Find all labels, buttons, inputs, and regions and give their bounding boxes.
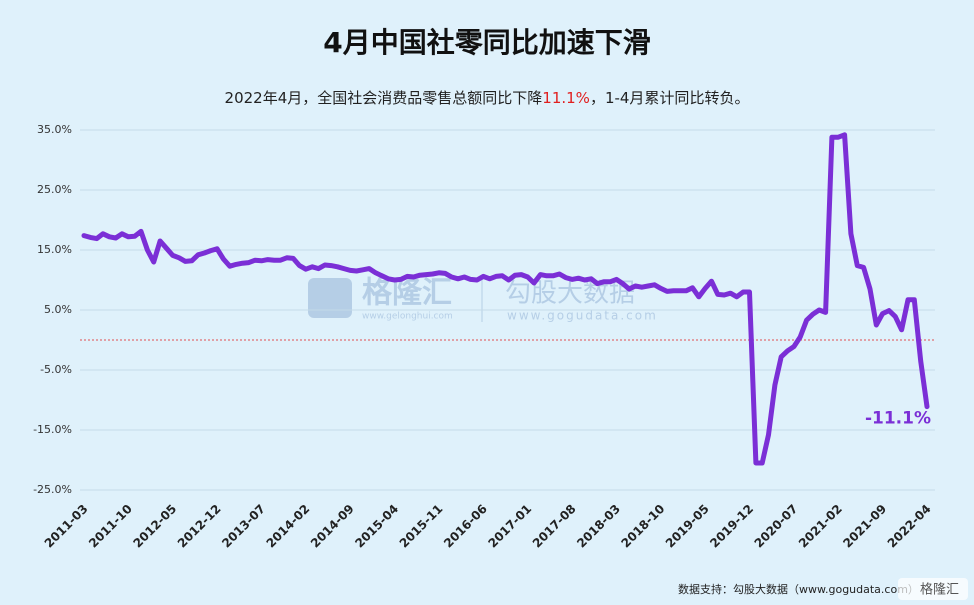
x-tick-label: 2013-07 <box>219 502 268 551</box>
x-tick-label: 2015-11 <box>397 502 446 551</box>
chart-subtitle: 2022年4月，全国社会消费品零售总额同比下降11.1%，1-4月累计同比转负。 <box>225 89 750 107</box>
y-tick-label: -5.0% <box>40 363 72 376</box>
chart-title: 4月中国社零同比加速下滑 <box>323 26 650 59</box>
subtitle-highlight: 11.1% <box>542 89 590 107</box>
x-tick-label: 2014-02 <box>264 502 313 551</box>
x-tick-label: 2017-08 <box>530 502 579 551</box>
end-annotation: -11.1% <box>865 409 931 429</box>
y-tick-label: -15.0% <box>33 423 72 436</box>
x-tick-label: 2021-09 <box>840 502 889 551</box>
watermark-text: www.gogudata.com <box>507 309 658 323</box>
watermark: 格隆汇 www.gelonghui.com 勾股大数据 www.gogudata… <box>308 276 658 323</box>
x-tick-label: 2018-03 <box>574 502 623 551</box>
x-tick-label: 2019-12 <box>707 502 756 551</box>
y-tick-label: 15.0% <box>37 243 72 256</box>
watermark-icon <box>308 278 352 318</box>
x-tick-label: 2012-05 <box>130 502 179 551</box>
y-tick-label: 5.0% <box>44 303 72 316</box>
y-tick-label: 25.0% <box>37 183 72 196</box>
subtitle-part: ，1-4月累计同比转负。 <box>590 89 750 107</box>
subtitle-part: 2022年4月，全国社会消费品零售总额同比下降 <box>225 89 543 107</box>
logo-box <box>898 578 968 600</box>
x-tick-label: 2011-03 <box>42 502 91 551</box>
x-tick-label: 2011-10 <box>86 502 135 551</box>
y-tick-label: 35.0% <box>37 123 72 136</box>
x-tick-label: 2022-04 <box>885 502 934 551</box>
x-tick-label: 2018-10 <box>619 502 668 551</box>
watermark-text: 格隆汇 <box>362 276 452 311</box>
logo: 格隆汇 <box>920 582 959 598</box>
x-tick-label: 2017-01 <box>485 502 534 551</box>
x-tick-label: 2014-09 <box>308 502 357 551</box>
data-line <box>81 132 930 466</box>
watermark-text: 勾股大数据 <box>505 279 635 309</box>
x-tick-label: 2016-06 <box>441 502 490 551</box>
x-tick-label: 2021-02 <box>796 502 845 551</box>
x-tick-label: 2019-05 <box>663 502 712 551</box>
x-tick-label: 2012-12 <box>175 502 224 551</box>
x-tick-label: 2015-04 <box>352 502 401 551</box>
x-tick-label: 2020-07 <box>752 502 801 551</box>
y-tick-label: -25.0% <box>33 483 72 496</box>
watermark-text: www.gelonghui.com <box>362 312 453 322</box>
source-note: 数据支持：勾股大数据（www.gogudata.com） <box>678 582 919 596</box>
